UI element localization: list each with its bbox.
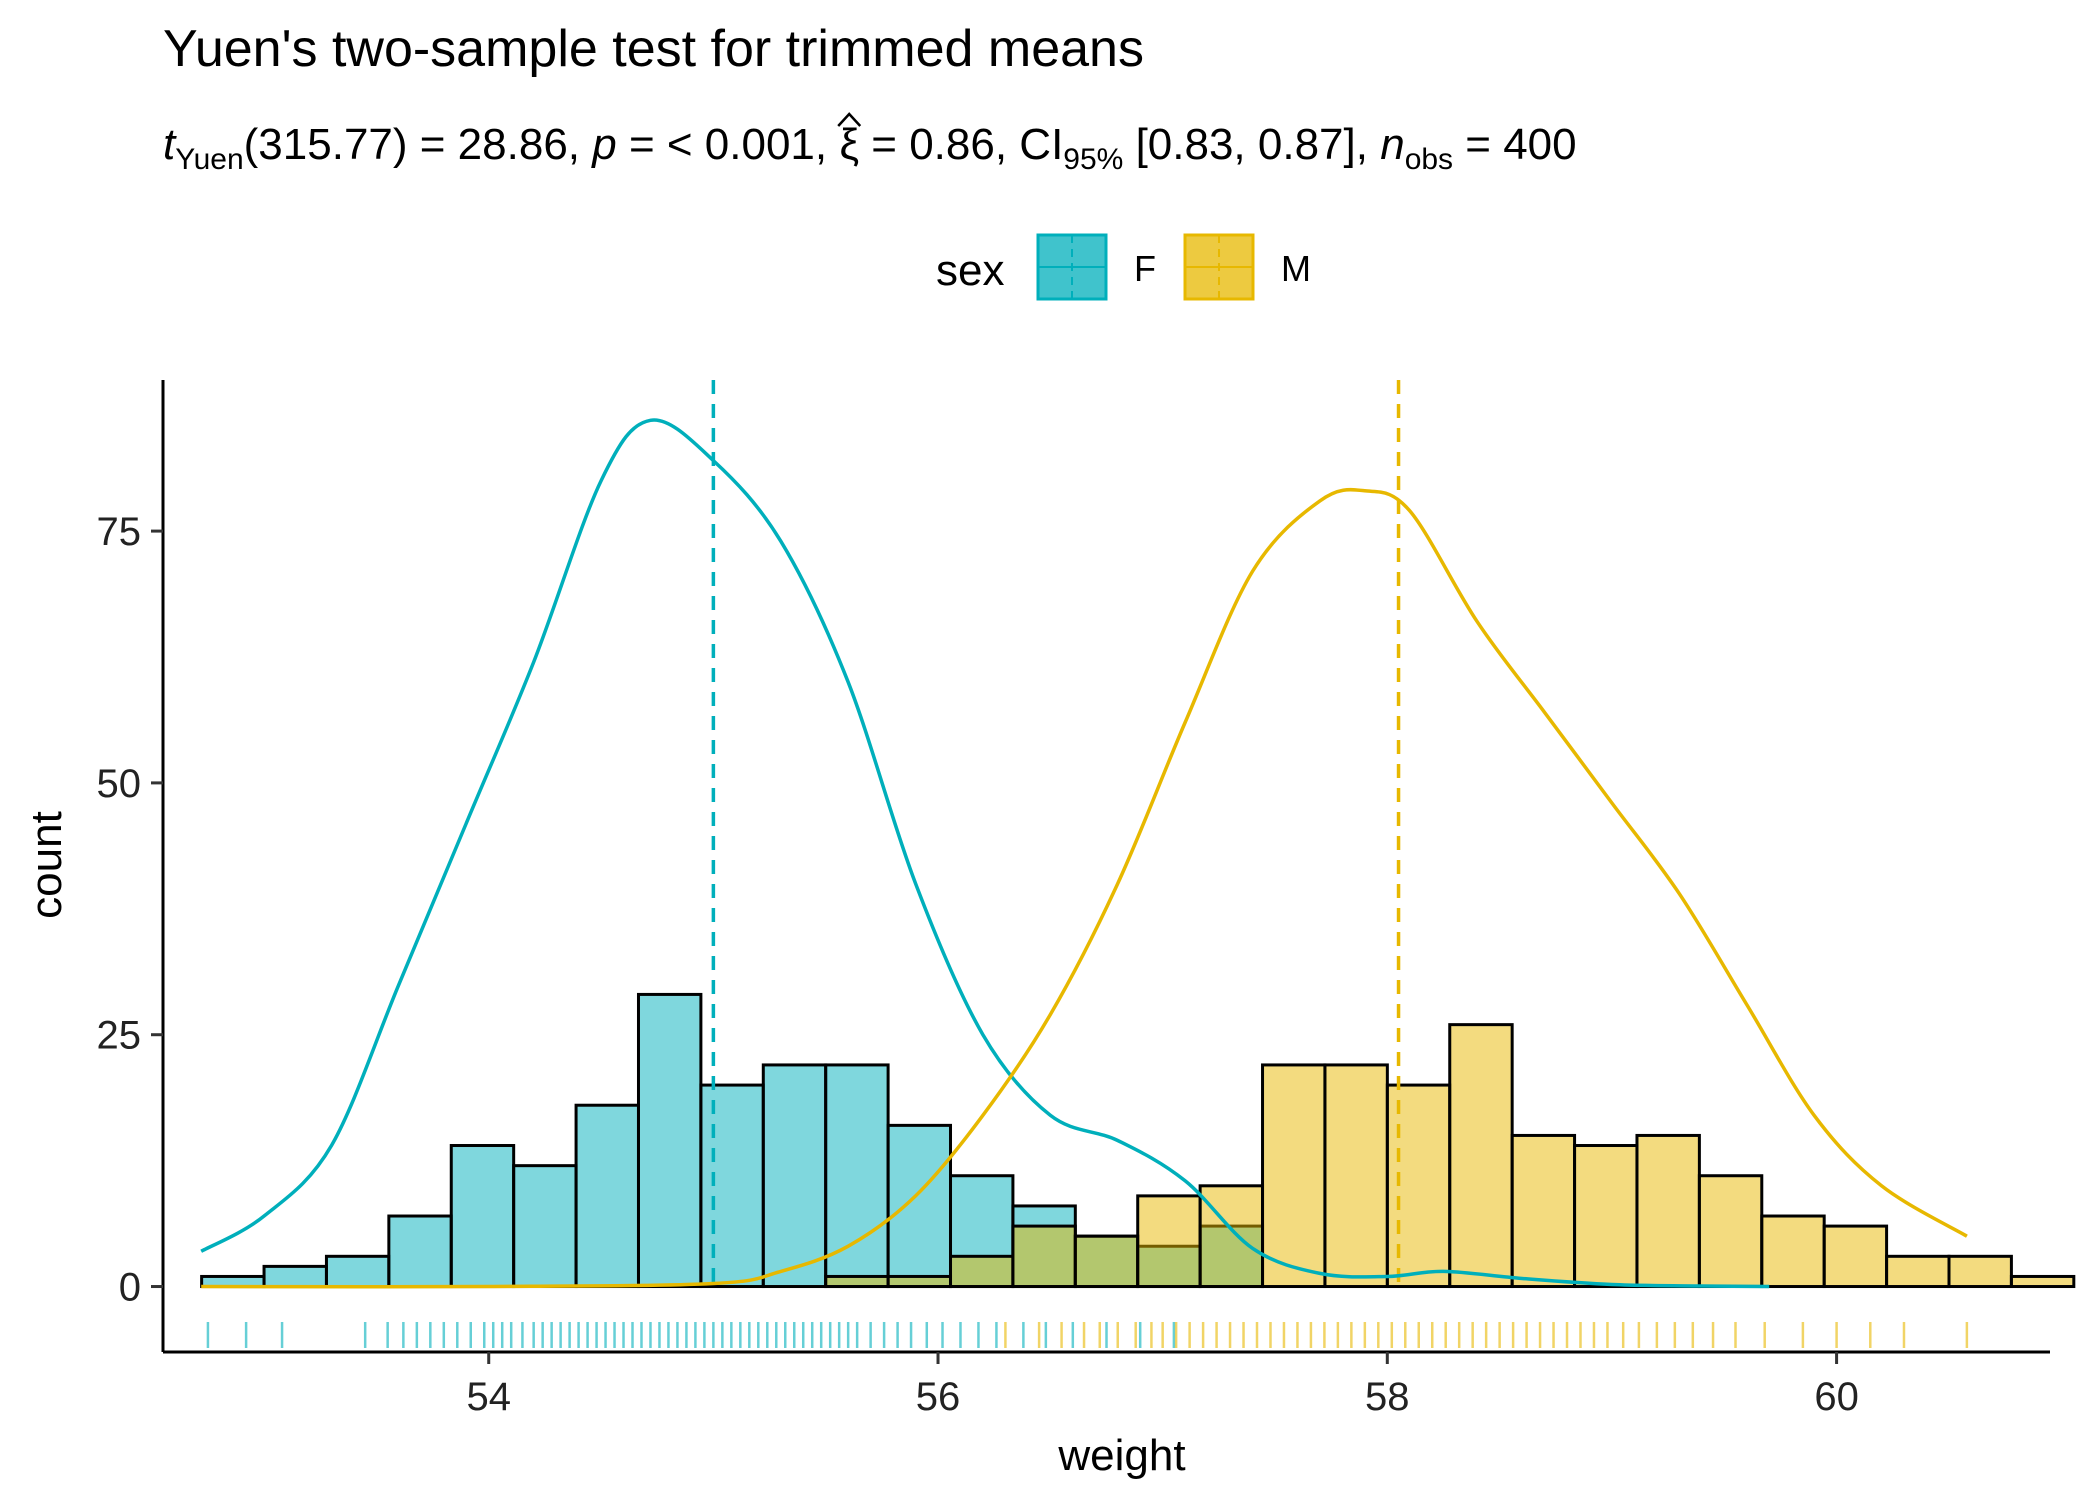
bars-m bbox=[824, 1023, 2076, 1289]
bar-m-20 bbox=[1448, 1023, 1514, 1289]
bar-m-24 bbox=[1697, 1174, 1764, 1289]
x-axis-title: weight bbox=[1057, 1431, 1185, 1480]
subtitle-ci-part: [0.83, 0.87], bbox=[1123, 120, 1380, 169]
subtitle-n-symbol: n bbox=[1380, 120, 1404, 169]
subtitle-n-sub: obs bbox=[1405, 143, 1453, 176]
mean-lines bbox=[711, 380, 1401, 1287]
bar-m-19 bbox=[1385, 1083, 1452, 1289]
x-tick-label-54: 54 bbox=[466, 1375, 511, 1419]
subtitle-ci-sub: 95% bbox=[1063, 143, 1123, 176]
legend-entry-f: F bbox=[1036, 233, 1156, 301]
density-curves bbox=[200, 418, 1968, 1289]
plot-area: 54 56 58 60 0 25 50 75 bbox=[97, 380, 2076, 1419]
bar-f-4 bbox=[449, 1144, 516, 1289]
subtitle-xi-part: = 0.86, CI bbox=[859, 120, 1063, 169]
axes bbox=[161, 380, 2050, 1354]
subtitle-t-sub: Yuen bbox=[175, 143, 243, 176]
bar-m-16 bbox=[1198, 1184, 1265, 1289]
bar-f-1 bbox=[262, 1264, 328, 1289]
bar-f-6 bbox=[574, 1103, 640, 1289]
x-ticks: 54 56 58 60 bbox=[466, 1352, 1859, 1419]
bar-m-25 bbox=[1760, 1214, 1826, 1289]
subtitle-xi-symbol: ξ bbox=[839, 120, 859, 169]
chart-subtitle: tYuen(315.77) = 28.86, p = < 0.001, ξ = … bbox=[163, 120, 1577, 176]
chart-title: Yuen's two-sample test for trimmed means bbox=[163, 20, 1144, 78]
bar-f-8 bbox=[699, 1083, 765, 1289]
rug-m bbox=[1004, 1322, 1969, 1348]
density-curve-f bbox=[200, 418, 1770, 1289]
bar-m-10 bbox=[824, 1274, 890, 1289]
bar-m-18 bbox=[1323, 1063, 1389, 1289]
bar-m-17 bbox=[1261, 1063, 1327, 1289]
bar-m-11 bbox=[886, 1274, 953, 1289]
bar-f-9 bbox=[761, 1063, 828, 1289]
bar-m-22 bbox=[1573, 1144, 1639, 1289]
bar-f-2 bbox=[324, 1254, 391, 1289]
density-curve-m bbox=[201, 487, 1968, 1289]
xi-hat-accent bbox=[837, 112, 862, 127]
y-ticks: 0 25 50 75 bbox=[97, 510, 163, 1310]
legend-title: sex bbox=[936, 246, 1004, 295]
bar-m-14 bbox=[1073, 1234, 1140, 1289]
legend-entry-m: M bbox=[1183, 233, 1311, 301]
legend: sex F M bbox=[936, 233, 1311, 301]
bar-f-11 bbox=[886, 1123, 953, 1289]
subtitle-p-part: = < 0.001, bbox=[617, 120, 840, 169]
bar-m-28 bbox=[1947, 1254, 2013, 1289]
y-tick-label-25: 25 bbox=[97, 1014, 142, 1058]
legend-label-m: M bbox=[1281, 248, 1311, 289]
bar-m-27 bbox=[1885, 1254, 1951, 1289]
y-axis-title: count bbox=[22, 811, 71, 919]
subtitle-df-part: (315.77) = 28.86, bbox=[244, 120, 593, 169]
bar-f-5 bbox=[512, 1164, 578, 1289]
bar-m-12 bbox=[949, 1254, 1015, 1289]
bar-m-21 bbox=[1510, 1133, 1577, 1289]
rug-f bbox=[206, 1322, 1176, 1348]
bar-m-15 bbox=[1136, 1194, 1202, 1289]
y-tick-label-0: 0 bbox=[119, 1266, 141, 1310]
bar-m-29 bbox=[2009, 1274, 2076, 1289]
bar-f-3 bbox=[387, 1214, 453, 1289]
bar-m-26 bbox=[1822, 1224, 1889, 1289]
x-tick-label-58: 58 bbox=[1365, 1375, 1410, 1419]
y-tick-label-75: 75 bbox=[97, 510, 142, 554]
legend-label-f: F bbox=[1134, 248, 1156, 289]
x-tick-label-60: 60 bbox=[1814, 1375, 1859, 1419]
subtitle-n-part: = 400 bbox=[1453, 120, 1577, 169]
bar-f-7 bbox=[636, 992, 703, 1289]
bar-m-23 bbox=[1635, 1133, 1701, 1289]
x-tick-label-56: 56 bbox=[916, 1375, 961, 1419]
subtitle-p-symbol: p bbox=[590, 120, 616, 169]
subtitle-t-symbol: t bbox=[163, 120, 177, 169]
y-tick-label-50: 50 bbox=[97, 762, 142, 806]
bar-m-13 bbox=[1011, 1224, 1077, 1289]
